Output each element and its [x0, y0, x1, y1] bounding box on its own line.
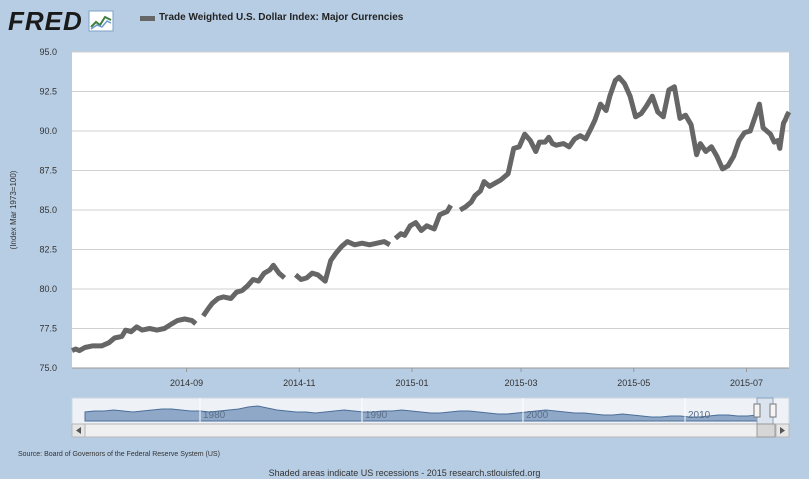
y-tick-label: 92.5	[39, 87, 57, 97]
arrow-left-icon	[76, 427, 81, 434]
navigator-year-label: 2000	[526, 410, 549, 421]
x-tick-labels: 2014-09 2014-11 2015-01 2015-03 2015-05 2015-…	[170, 368, 763, 388]
x-tick-label: 2015-07	[730, 378, 763, 388]
series-line-segment	[293, 239, 392, 284]
y-tick-labels: 95.0 92.5 90.0 87.5 85.0 82.5 80.0 77.5 75.0	[39, 47, 57, 373]
footer-note: Shaded areas indicate US recessions - 20…	[268, 468, 541, 478]
series-line-segment	[71, 316, 198, 354]
y-tick-label: 82.5	[39, 245, 57, 255]
navigator-labels: 1980 1990 2000 2010	[199, 398, 711, 422]
y-tick-label: 77.5	[39, 324, 57, 334]
series-line-segment	[201, 262, 287, 318]
legend-label: Trade Weighted U.S. Dollar Index: Major …	[159, 12, 404, 23]
y-tick-label: 85.0	[39, 205, 57, 215]
scrollbar-track[interactable]	[71, 423, 790, 438]
fred-logo-text: FRED	[8, 6, 83, 36]
x-tick-label: 2015-05	[617, 378, 650, 388]
series-line	[71, 74, 792, 354]
scrollbar-thumb[interactable]	[756, 423, 776, 438]
scrollbar[interactable]	[71, 423, 790, 438]
y-tick-label: 90.0	[39, 126, 57, 136]
range-navigator[interactable]: 1980 1990 2000 2010	[71, 397, 790, 425]
navigator-handle-left[interactable]	[753, 403, 761, 418]
navigator-series-area	[84, 405, 758, 422]
x-tick-label: 2014-11	[283, 378, 315, 388]
navigator-handle-right[interactable]	[769, 403, 777, 418]
navigator-year-label: 2010	[688, 410, 711, 421]
y-tick-label: 95.0	[39, 47, 57, 57]
x-tick-label: 2015-01	[396, 378, 429, 388]
arrow-right-icon	[780, 427, 785, 434]
x-tick-label: 2014-09	[170, 378, 203, 388]
x-tick-label: 2015-03	[505, 378, 538, 388]
y-tick-label: 75.0	[39, 363, 57, 373]
source-note: Source: Board of Governors of the Federa…	[18, 451, 220, 458]
series-line-segment	[393, 204, 453, 241]
y-tick-label: 80.0	[39, 284, 57, 294]
navigator-year-label: 1990	[365, 410, 388, 421]
series-line-segment	[458, 74, 792, 213]
legend-swatch	[140, 16, 155, 21]
navigator-year-label: 1980	[203, 410, 226, 421]
y-axis-label: (Index Mar 1973=100)	[9, 170, 18, 249]
fred-chart-mark-icon	[88, 10, 114, 32]
y-tick-label: 87.5	[39, 166, 57, 176]
